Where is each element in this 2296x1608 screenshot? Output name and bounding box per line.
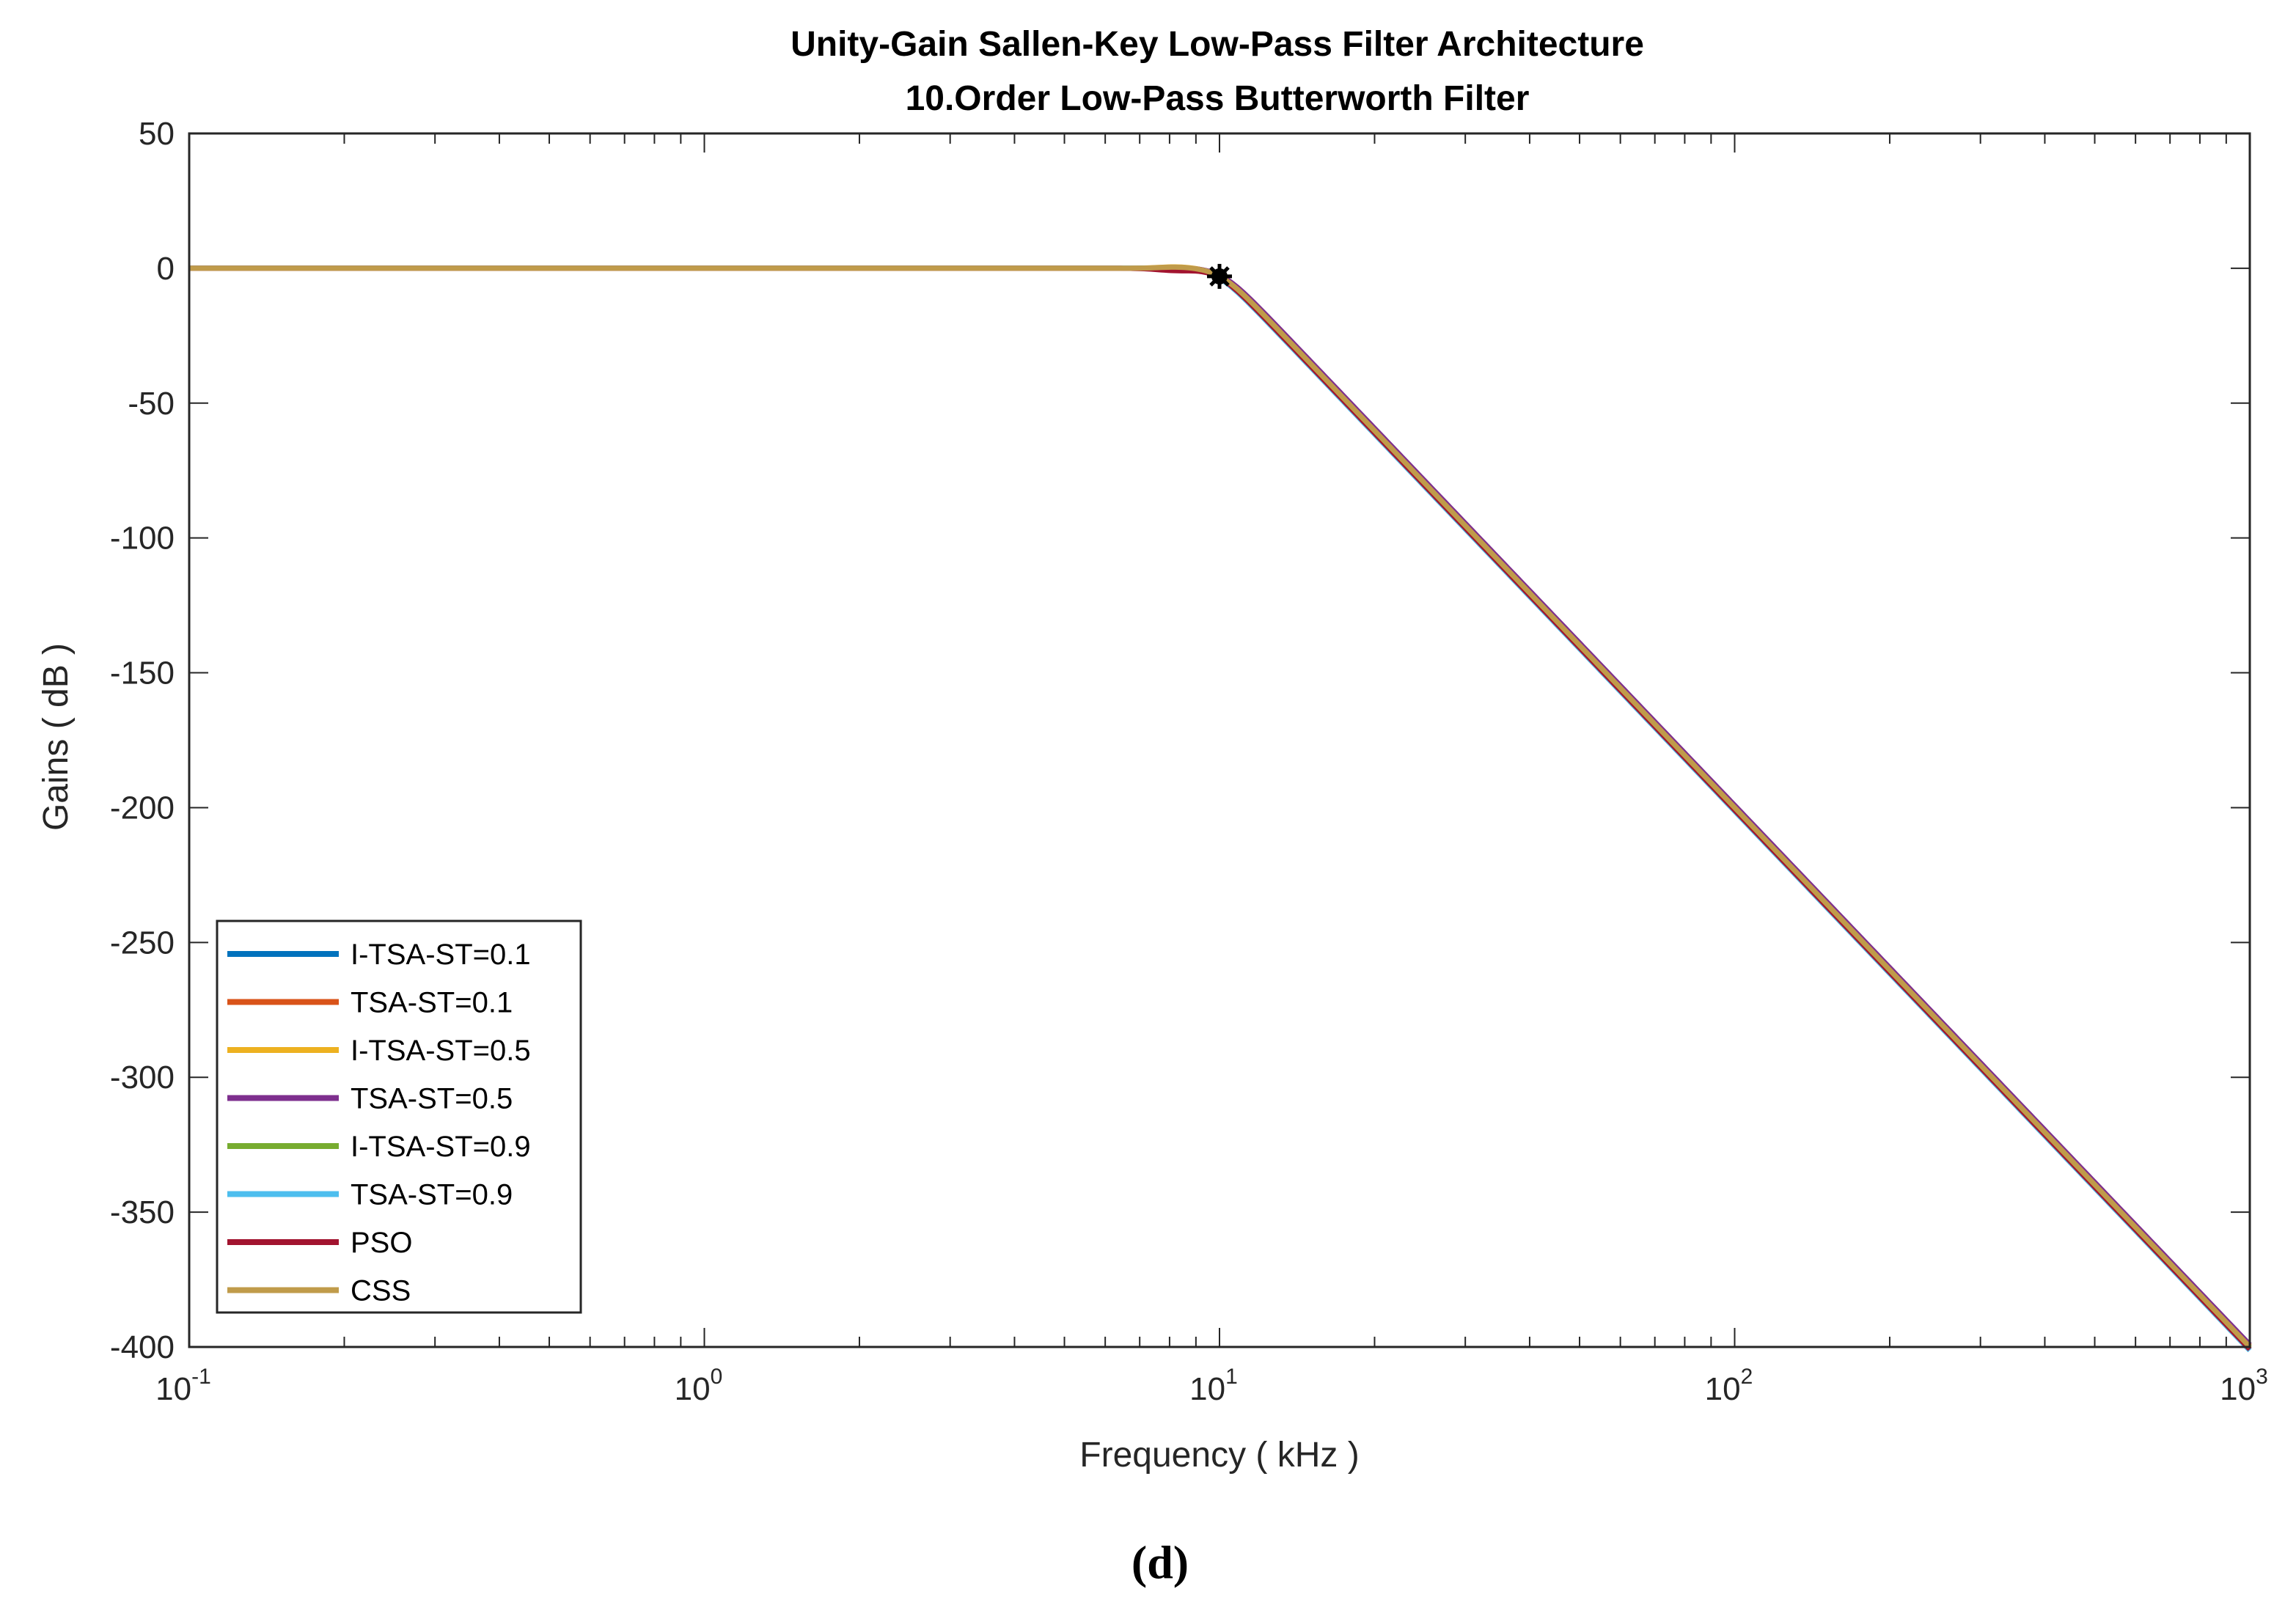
chart-title-line-2: 10.Order Low-Pass Butterworth Filter bbox=[906, 79, 1530, 118]
y-tick-label: -400 bbox=[110, 1329, 175, 1365]
y-tick-label: -200 bbox=[110, 790, 175, 826]
y-tick-label: -50 bbox=[128, 386, 175, 422]
legend-label: PSO bbox=[351, 1227, 412, 1259]
x-tick-label: 10-1 bbox=[155, 1365, 211, 1407]
x-axis-label: Frequency ( kHz ) bbox=[1079, 1436, 1359, 1475]
cutoff-marker-stroke bbox=[1209, 266, 1230, 287]
legend-label: TSA-ST=0.9 bbox=[351, 1179, 513, 1211]
cutoff-marker-group bbox=[1207, 263, 1232, 289]
legend-label: TSA-ST=0.1 bbox=[351, 987, 513, 1019]
y-tick-label: -350 bbox=[110, 1194, 175, 1230]
x-tick-label: 102 bbox=[1705, 1365, 1753, 1407]
legend: I-TSA-ST=0.1 TSA-ST=0.1 I-TSA-ST=0.5 TSA-ST… bbox=[216, 919, 582, 1314]
legend-label: I-TSA-ST=0.9 bbox=[351, 1131, 531, 1163]
legend-label: I-TSA-ST=0.5 bbox=[351, 1035, 531, 1067]
legend-box bbox=[216, 919, 582, 1314]
y-tick-labels: 50 0 -50 -100 -150 -200 -250 -300 -350 -400 bbox=[110, 116, 175, 1365]
y-tick-label: -100 bbox=[110, 521, 175, 557]
y-axis-label: Gains ( dB ) bbox=[37, 643, 76, 831]
x-tick-labels: 10-1 100 101 102 103 bbox=[155, 1365, 2268, 1407]
figure-caption: (d) bbox=[1132, 1536, 1189, 1588]
y-tick-label: -300 bbox=[110, 1060, 175, 1095]
x-tick-label: 101 bbox=[1189, 1365, 1238, 1407]
x-tick-label: 103 bbox=[2220, 1365, 2268, 1407]
legend-label: I-TSA-ST=0.1 bbox=[351, 939, 531, 971]
chart-title-line-1: Unity-Gain Sallen-Key Low-Pass Filter Ar… bbox=[791, 25, 1644, 64]
y-tick-label: -250 bbox=[110, 925, 175, 961]
legend-label: CSS bbox=[351, 1275, 411, 1307]
y-tick-label: 0 bbox=[157, 251, 175, 287]
plot-area-frame bbox=[188, 132, 2251, 1348]
x-tick-label: 100 bbox=[675, 1365, 723, 1407]
legend-label: TSA-ST=0.5 bbox=[351, 1083, 513, 1115]
y-tick-label: -150 bbox=[110, 656, 175, 691]
y-tick-label: 50 bbox=[139, 116, 175, 152]
